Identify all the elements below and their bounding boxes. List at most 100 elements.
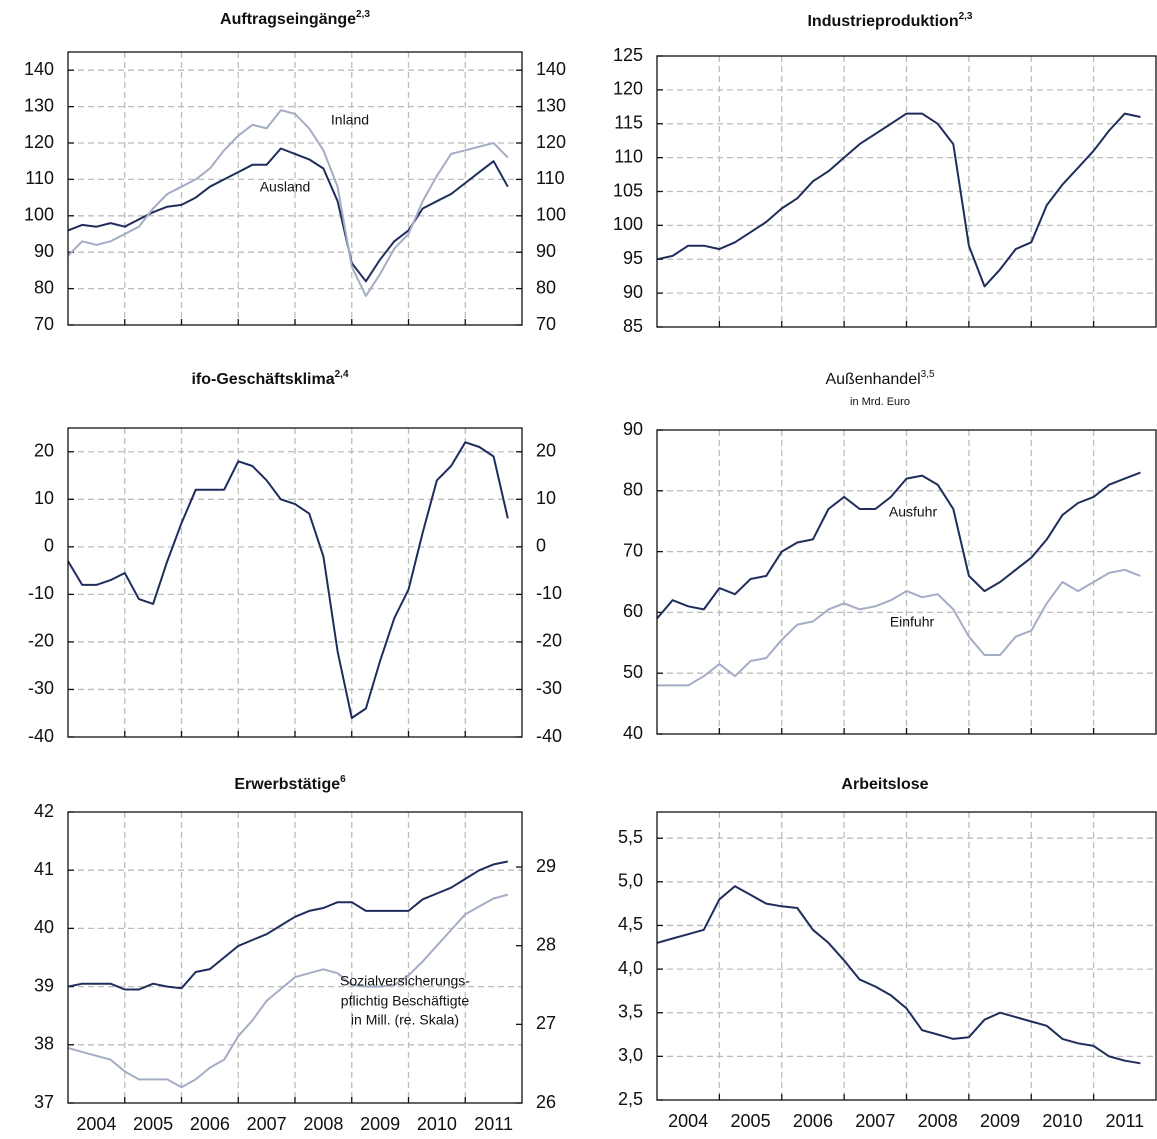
series-label: Ausland [260,179,311,195]
chart-title-sup: 3,5 [921,369,935,380]
y-tick-label: 95 [623,248,643,268]
y2-tick-label: 0 [536,536,546,556]
plot-frame [656,429,1157,735]
y2-tick-label: 90 [536,241,556,261]
y-tick-label: -10 [28,583,54,603]
y2-tick-label: 26 [536,1092,556,1112]
x-tick-label: 2007 [247,1114,287,1134]
y2-tick-label: 70 [536,314,556,334]
y-tick-label: 41 [34,859,54,879]
y-tick-label: 37 [34,1092,54,1112]
x-tick-label: 2004 [76,1114,116,1134]
y-tick-label: 105 [613,180,643,200]
plot-frame [67,51,523,326]
y-tick-label: 120 [613,79,643,99]
chart-title-sup: 6 [340,774,346,785]
x-tick-label: 2009 [360,1114,400,1134]
series-line [67,109,509,297]
y-tick-label: 42 [34,801,54,821]
y2-tick-label: 27 [536,1013,556,1033]
x-tick-label: 2011 [1105,1111,1144,1131]
y-tick-label: 110 [614,146,643,166]
y2-tick-label: 140 [536,59,566,79]
y-tick-label: 110 [25,168,54,188]
chart-title: ifo-Geschäftsklima2,4 [191,369,348,389]
y-tick-label: 140 [24,59,54,79]
y-tick-label: 38 [34,1034,54,1054]
series-line [656,885,1141,1065]
plot-frame [656,55,1157,328]
y-tick-label: 2,5 [618,1089,643,1109]
x-tick-label: 2007 [855,1111,895,1131]
annotation: pflichtig Beschäftigte [341,993,470,1009]
y-tick-label: 100 [613,214,643,234]
series-line [657,568,1141,687]
y2-tick-label: -10 [536,583,562,603]
chart-title-sup: 2,3 [356,9,370,20]
series-label: Ausfuhr [889,504,938,520]
y-tick-label: 70 [623,540,643,560]
y-tick-label: 100 [24,205,54,225]
y2-tick-label: 29 [536,856,556,876]
series-line [67,893,509,1089]
y-tick-label: -30 [28,678,54,698]
y2-tick-label: -30 [536,678,562,698]
y-tick-label: 20 [34,441,54,461]
y2-tick-label: 80 [536,277,556,297]
series-line [656,471,1141,620]
plot-frame [67,427,523,738]
x-tick-label: 2010 [1042,1111,1082,1131]
y-tick-label: 10 [34,488,54,508]
y-tick-label: 0 [44,536,54,556]
x-tick-label: 2004 [668,1111,708,1131]
y-tick-label: 60 [623,601,643,621]
y2-tick-label: 10 [536,488,556,508]
y2-tick-label: 20 [536,441,556,461]
x-tick-label: 2005 [731,1111,771,1131]
y-tick-label: 5,5 [618,827,643,847]
chart-title-text: ifo-Geschäftsklima [191,371,334,388]
x-tick-label: 2011 [474,1114,513,1134]
y2-tick-label: -40 [536,726,562,746]
y-tick-label: 115 [614,113,643,133]
y2-tick-label: 28 [536,934,556,954]
y-tick-label: 40 [34,917,54,937]
chart-title-sup: 2,3 [959,11,973,22]
y-tick-label: 90 [623,419,643,439]
y2-tick-label: 120 [536,132,566,152]
y-tick-label: 39 [34,975,54,995]
y2-tick-label: 100 [536,205,566,225]
x-tick-label: 2008 [303,1114,343,1134]
y2-tick-label: -20 [536,631,562,651]
chart-title: Außenhandel3,5 [825,369,935,389]
y-tick-label: 70 [34,314,54,334]
plot-frame [656,811,1157,1101]
chart-title: Arbeitslose [841,776,928,793]
y-tick-label: 40 [623,723,643,743]
annotation: in Mill. (re. Skala) [351,1012,459,1028]
y-tick-label: 50 [623,662,643,682]
y-tick-label: 80 [34,277,54,297]
x-tick-label: 2010 [417,1114,457,1134]
chart-title: Auftragseingänge2,3 [220,9,370,29]
y-tick-label: 4,0 [618,958,643,978]
x-tick-label: 2009 [980,1111,1020,1131]
chart-title: Erwerbstätige6 [234,774,346,794]
y-tick-label: 80 [623,480,643,500]
chart-title: Industrieproduktion2,3 [807,11,972,31]
series-line [67,147,509,283]
chart-title-text: Auftragseingänge [220,11,356,28]
annotation: Sozialversicherungs- [340,973,470,989]
y-tick-label: 130 [24,95,54,115]
y-tick-label: 120 [24,132,54,152]
y-tick-label: 5,0 [618,871,643,891]
y-tick-label: 3,0 [618,1045,643,1065]
y2-tick-label: 110 [536,168,565,188]
chart-title-sup: 2,4 [335,369,349,380]
x-tick-label: 2006 [190,1114,230,1134]
series-line [67,441,509,719]
x-tick-label: 2008 [918,1111,958,1131]
chart-title-text: Erwerbstätige [234,776,340,793]
y-tick-label: -20 [28,631,54,651]
